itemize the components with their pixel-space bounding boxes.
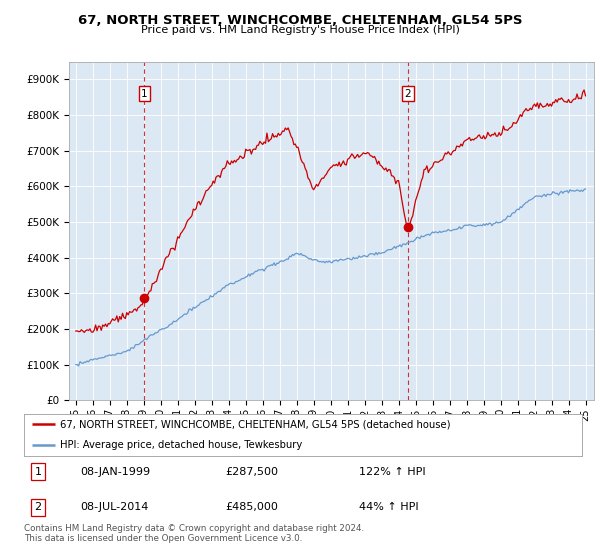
Text: £287,500: £287,500	[225, 466, 278, 477]
Text: 67, NORTH STREET, WINCHCOMBE, CHELTENHAM, GL54 5PS: 67, NORTH STREET, WINCHCOMBE, CHELTENHAM…	[78, 14, 522, 27]
Text: 08-JUL-2014: 08-JUL-2014	[80, 502, 148, 512]
Text: 1: 1	[34, 466, 41, 477]
Text: 1: 1	[141, 88, 148, 99]
Text: £485,000: £485,000	[225, 502, 278, 512]
Text: Contains HM Land Registry data © Crown copyright and database right 2024.
This d: Contains HM Land Registry data © Crown c…	[24, 524, 364, 543]
Text: 08-JAN-1999: 08-JAN-1999	[80, 466, 150, 477]
Text: 67, NORTH STREET, WINCHCOMBE, CHELTENHAM, GL54 5PS (detached house): 67, NORTH STREET, WINCHCOMBE, CHELTENHAM…	[60, 419, 451, 429]
Text: HPI: Average price, detached house, Tewkesbury: HPI: Average price, detached house, Tewk…	[60, 440, 302, 450]
Text: 2: 2	[404, 88, 411, 99]
Text: 44% ↑ HPI: 44% ↑ HPI	[359, 502, 418, 512]
Text: 122% ↑ HPI: 122% ↑ HPI	[359, 466, 425, 477]
Text: 2: 2	[34, 502, 41, 512]
Text: Price paid vs. HM Land Registry's House Price Index (HPI): Price paid vs. HM Land Registry's House …	[140, 25, 460, 35]
